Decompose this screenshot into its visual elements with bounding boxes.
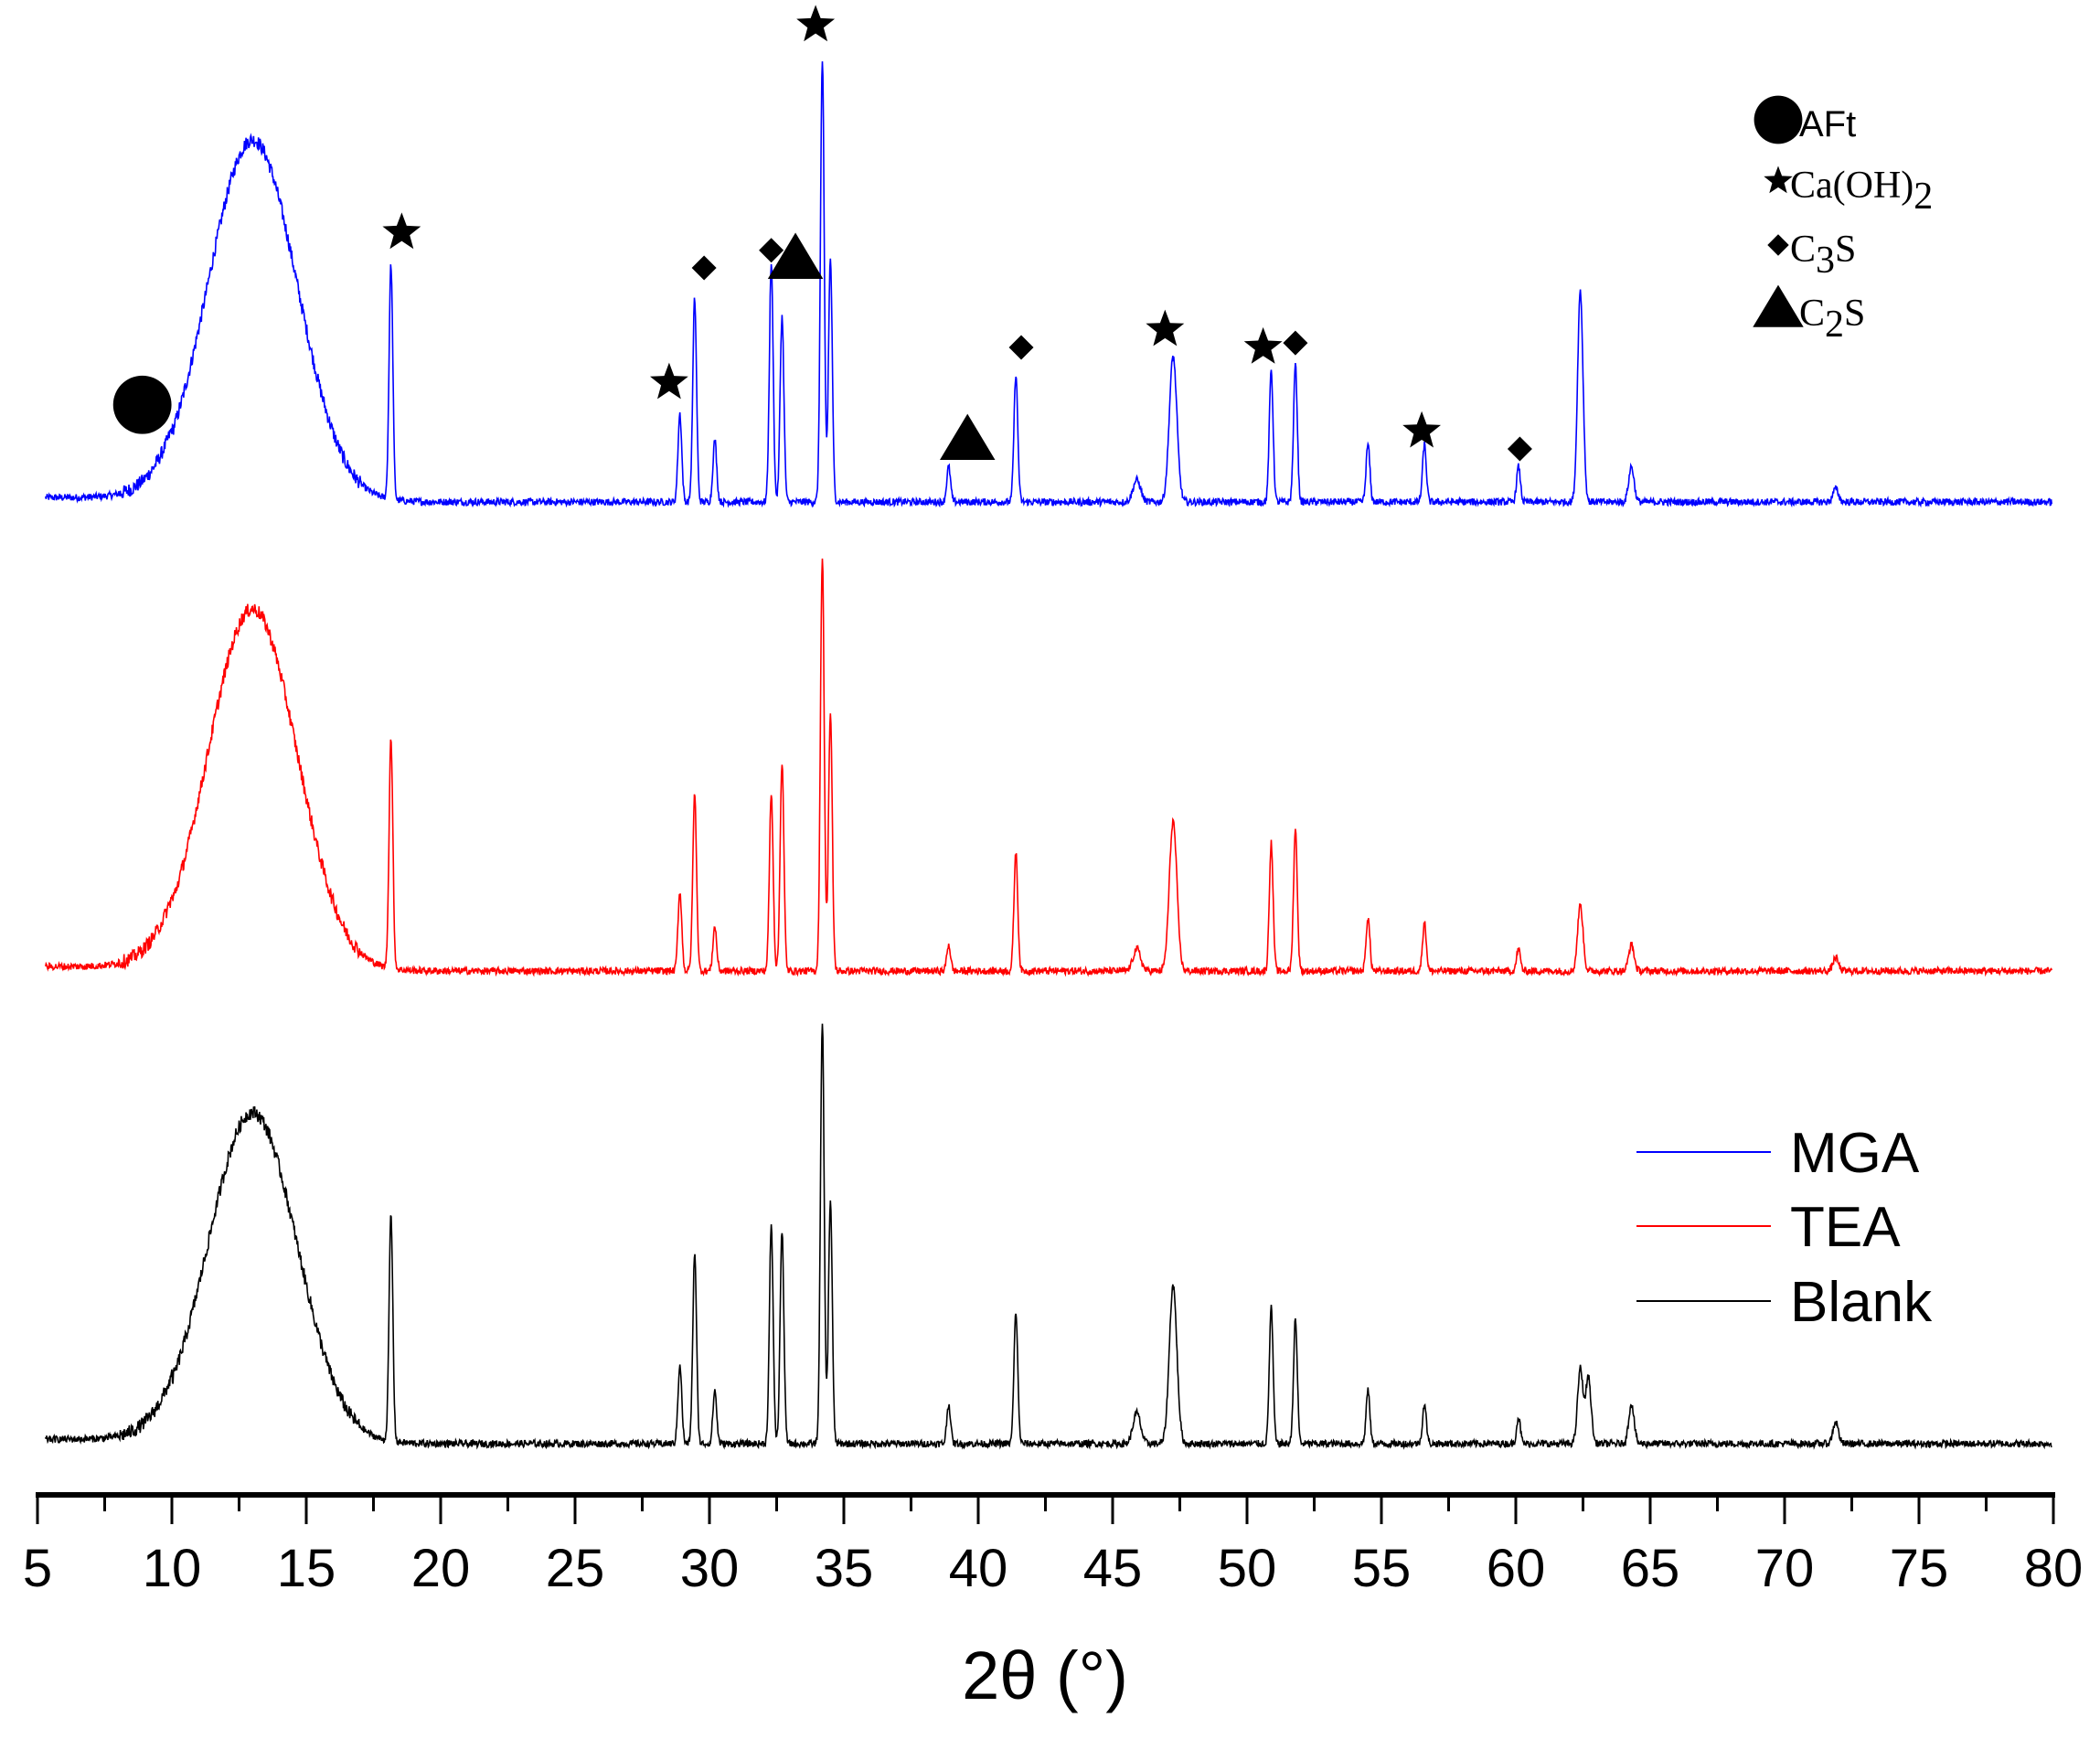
x-axis: 5 10 15 20 25 30 35 40 45 50 55 60 65 70 75 80 bbox=[23, 1492, 2084, 1598]
phase-legend-label: C2S bbox=[1799, 293, 1865, 346]
phase-subscript: 2 bbox=[1913, 176, 1933, 218]
phase-name: Ca(OH) bbox=[1790, 165, 1913, 207]
star-marker-icon bbox=[1146, 309, 1185, 347]
star-marker-icon bbox=[1243, 326, 1283, 364]
x-tick-label: 10 bbox=[143, 1539, 202, 1598]
series-legend: MGA TEA Blank bbox=[1636, 1122, 1933, 1334]
diamond-marker-icon bbox=[1283, 330, 1308, 356]
phase-name: C bbox=[1790, 229, 1816, 271]
x-tick-label: 70 bbox=[1755, 1539, 1815, 1598]
series-line-mga bbox=[45, 61, 2052, 508]
phase-suffix: S bbox=[1835, 229, 1856, 271]
x-tick-label: 5 bbox=[23, 1539, 52, 1598]
x-tick-label: 65 bbox=[1621, 1539, 1680, 1598]
phase-legend-label: Ca(OH)2 bbox=[1790, 165, 1933, 218]
star-marker-icon bbox=[1764, 165, 1793, 194]
phase-legend-label: C3S bbox=[1790, 229, 1856, 282]
diamond-marker-icon bbox=[1507, 436, 1532, 462]
series-line-tea bbox=[45, 558, 2052, 977]
phase-suffix: S bbox=[1844, 293, 1865, 335]
triangle-marker-icon bbox=[767, 232, 824, 279]
phase-subscript: 2 bbox=[1825, 304, 1844, 346]
phase-markers bbox=[112, 5, 1532, 462]
x-tick-label: 55 bbox=[1352, 1539, 1412, 1598]
x-tick-label: 30 bbox=[680, 1539, 740, 1598]
series-line-blank bbox=[45, 1023, 2052, 1450]
x-tick-label: 45 bbox=[1083, 1539, 1143, 1598]
phase-name: C bbox=[1799, 293, 1825, 335]
phase-subscript: 3 bbox=[1816, 240, 1835, 282]
x-tick-label: 25 bbox=[546, 1539, 605, 1598]
phase-name: AFt bbox=[1799, 104, 1856, 144]
x-tick-label: 60 bbox=[1487, 1539, 1546, 1598]
x-tick-label: 20 bbox=[411, 1539, 471, 1598]
triangle-marker-icon bbox=[940, 413, 996, 460]
star-marker-icon bbox=[650, 362, 688, 400]
phase-legend-label: AFt bbox=[1799, 104, 1856, 144]
star-marker-icon bbox=[796, 5, 836, 42]
x-tick-label: 75 bbox=[1890, 1539, 1949, 1598]
diamond-marker-icon bbox=[759, 238, 784, 263]
legend-label-mga: MGA bbox=[1790, 1122, 1920, 1185]
series-layer bbox=[45, 61, 2052, 1450]
legend-label-blank: Blank bbox=[1790, 1271, 1933, 1334]
star-marker-icon bbox=[382, 212, 421, 250]
x-tick-label: 15 bbox=[277, 1539, 336, 1598]
star-marker-icon bbox=[1402, 411, 1441, 448]
x-axis-title: 2θ (°) bbox=[962, 1638, 1128, 1713]
x-tick-label: 50 bbox=[1218, 1539, 1277, 1598]
circle-marker-icon bbox=[1754, 95, 1803, 144]
legend-label-tea: TEA bbox=[1790, 1196, 1901, 1259]
circle-marker-icon bbox=[112, 375, 172, 434]
x-tick-label: 40 bbox=[949, 1539, 1008, 1598]
x-tick-label: 35 bbox=[815, 1539, 874, 1598]
diamond-marker-icon bbox=[1008, 335, 1034, 360]
triangle-marker-icon bbox=[1753, 284, 1804, 327]
diamond-marker-icon bbox=[1767, 234, 1789, 256]
diamond-marker-icon bbox=[691, 255, 717, 281]
x-tick-label: 80 bbox=[2024, 1539, 2084, 1598]
